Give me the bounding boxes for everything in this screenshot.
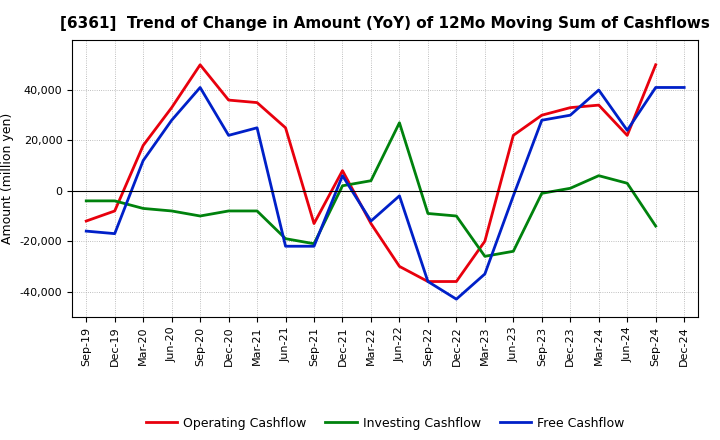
Free Cashflow <box>366 218 375 224</box>
Investing Cashflow <box>652 224 660 229</box>
Free Cashflow <box>680 85 688 90</box>
Operating Cashflow <box>537 113 546 118</box>
Free Cashflow <box>196 85 204 90</box>
Investing Cashflow <box>139 206 148 211</box>
Y-axis label: Amount (million yen): Amount (million yen) <box>1 113 14 244</box>
Free Cashflow <box>225 133 233 138</box>
Investing Cashflow <box>225 208 233 213</box>
Free Cashflow <box>253 125 261 130</box>
Operating Cashflow <box>623 133 631 138</box>
Operating Cashflow <box>139 143 148 148</box>
Free Cashflow <box>652 85 660 90</box>
Free Cashflow <box>566 113 575 118</box>
Operating Cashflow <box>196 62 204 67</box>
Line: Operating Cashflow: Operating Cashflow <box>86 65 656 282</box>
Free Cashflow <box>452 297 461 302</box>
Free Cashflow <box>623 128 631 133</box>
Operating Cashflow <box>566 105 575 110</box>
Investing Cashflow <box>253 208 261 213</box>
Investing Cashflow <box>566 186 575 191</box>
Legend: Operating Cashflow, Investing Cashflow, Free Cashflow: Operating Cashflow, Investing Cashflow, … <box>141 412 629 435</box>
Line: Free Cashflow: Free Cashflow <box>86 88 684 299</box>
Operating Cashflow <box>366 221 375 226</box>
Investing Cashflow <box>110 198 119 204</box>
Operating Cashflow <box>253 100 261 105</box>
Free Cashflow <box>110 231 119 236</box>
Operating Cashflow <box>395 264 404 269</box>
Investing Cashflow <box>82 198 91 204</box>
Free Cashflow <box>139 158 148 163</box>
Operating Cashflow <box>452 279 461 284</box>
Investing Cashflow <box>395 120 404 125</box>
Operating Cashflow <box>310 221 318 226</box>
Operating Cashflow <box>595 103 603 108</box>
Free Cashflow <box>310 244 318 249</box>
Free Cashflow <box>537 117 546 123</box>
Operating Cashflow <box>509 133 518 138</box>
Investing Cashflow <box>196 213 204 219</box>
Investing Cashflow <box>423 211 432 216</box>
Operating Cashflow <box>338 168 347 173</box>
Line: Investing Cashflow: Investing Cashflow <box>86 123 656 257</box>
Operating Cashflow <box>167 105 176 110</box>
Investing Cashflow <box>366 178 375 183</box>
Free Cashflow <box>509 193 518 198</box>
Operating Cashflow <box>110 208 119 213</box>
Operating Cashflow <box>423 279 432 284</box>
Investing Cashflow <box>282 236 290 241</box>
Investing Cashflow <box>452 213 461 219</box>
Operating Cashflow <box>282 125 290 130</box>
Free Cashflow <box>480 271 489 277</box>
Investing Cashflow <box>338 183 347 188</box>
Investing Cashflow <box>623 180 631 186</box>
Free Cashflow <box>82 228 91 234</box>
Operating Cashflow <box>225 97 233 103</box>
Free Cashflow <box>167 117 176 123</box>
Investing Cashflow <box>480 254 489 259</box>
Free Cashflow <box>338 173 347 178</box>
Investing Cashflow <box>537 191 546 196</box>
Operating Cashflow <box>652 62 660 67</box>
Investing Cashflow <box>310 241 318 246</box>
Operating Cashflow <box>82 218 91 224</box>
Investing Cashflow <box>595 173 603 178</box>
Free Cashflow <box>395 193 404 198</box>
Operating Cashflow <box>480 238 489 244</box>
Investing Cashflow <box>167 208 176 213</box>
Free Cashflow <box>595 88 603 93</box>
Free Cashflow <box>282 244 290 249</box>
Investing Cashflow <box>509 249 518 254</box>
Free Cashflow <box>423 279 432 284</box>
Title: [6361]  Trend of Change in Amount (YoY) of 12Mo Moving Sum of Cashflows: [6361] Trend of Change in Amount (YoY) o… <box>60 16 710 32</box>
